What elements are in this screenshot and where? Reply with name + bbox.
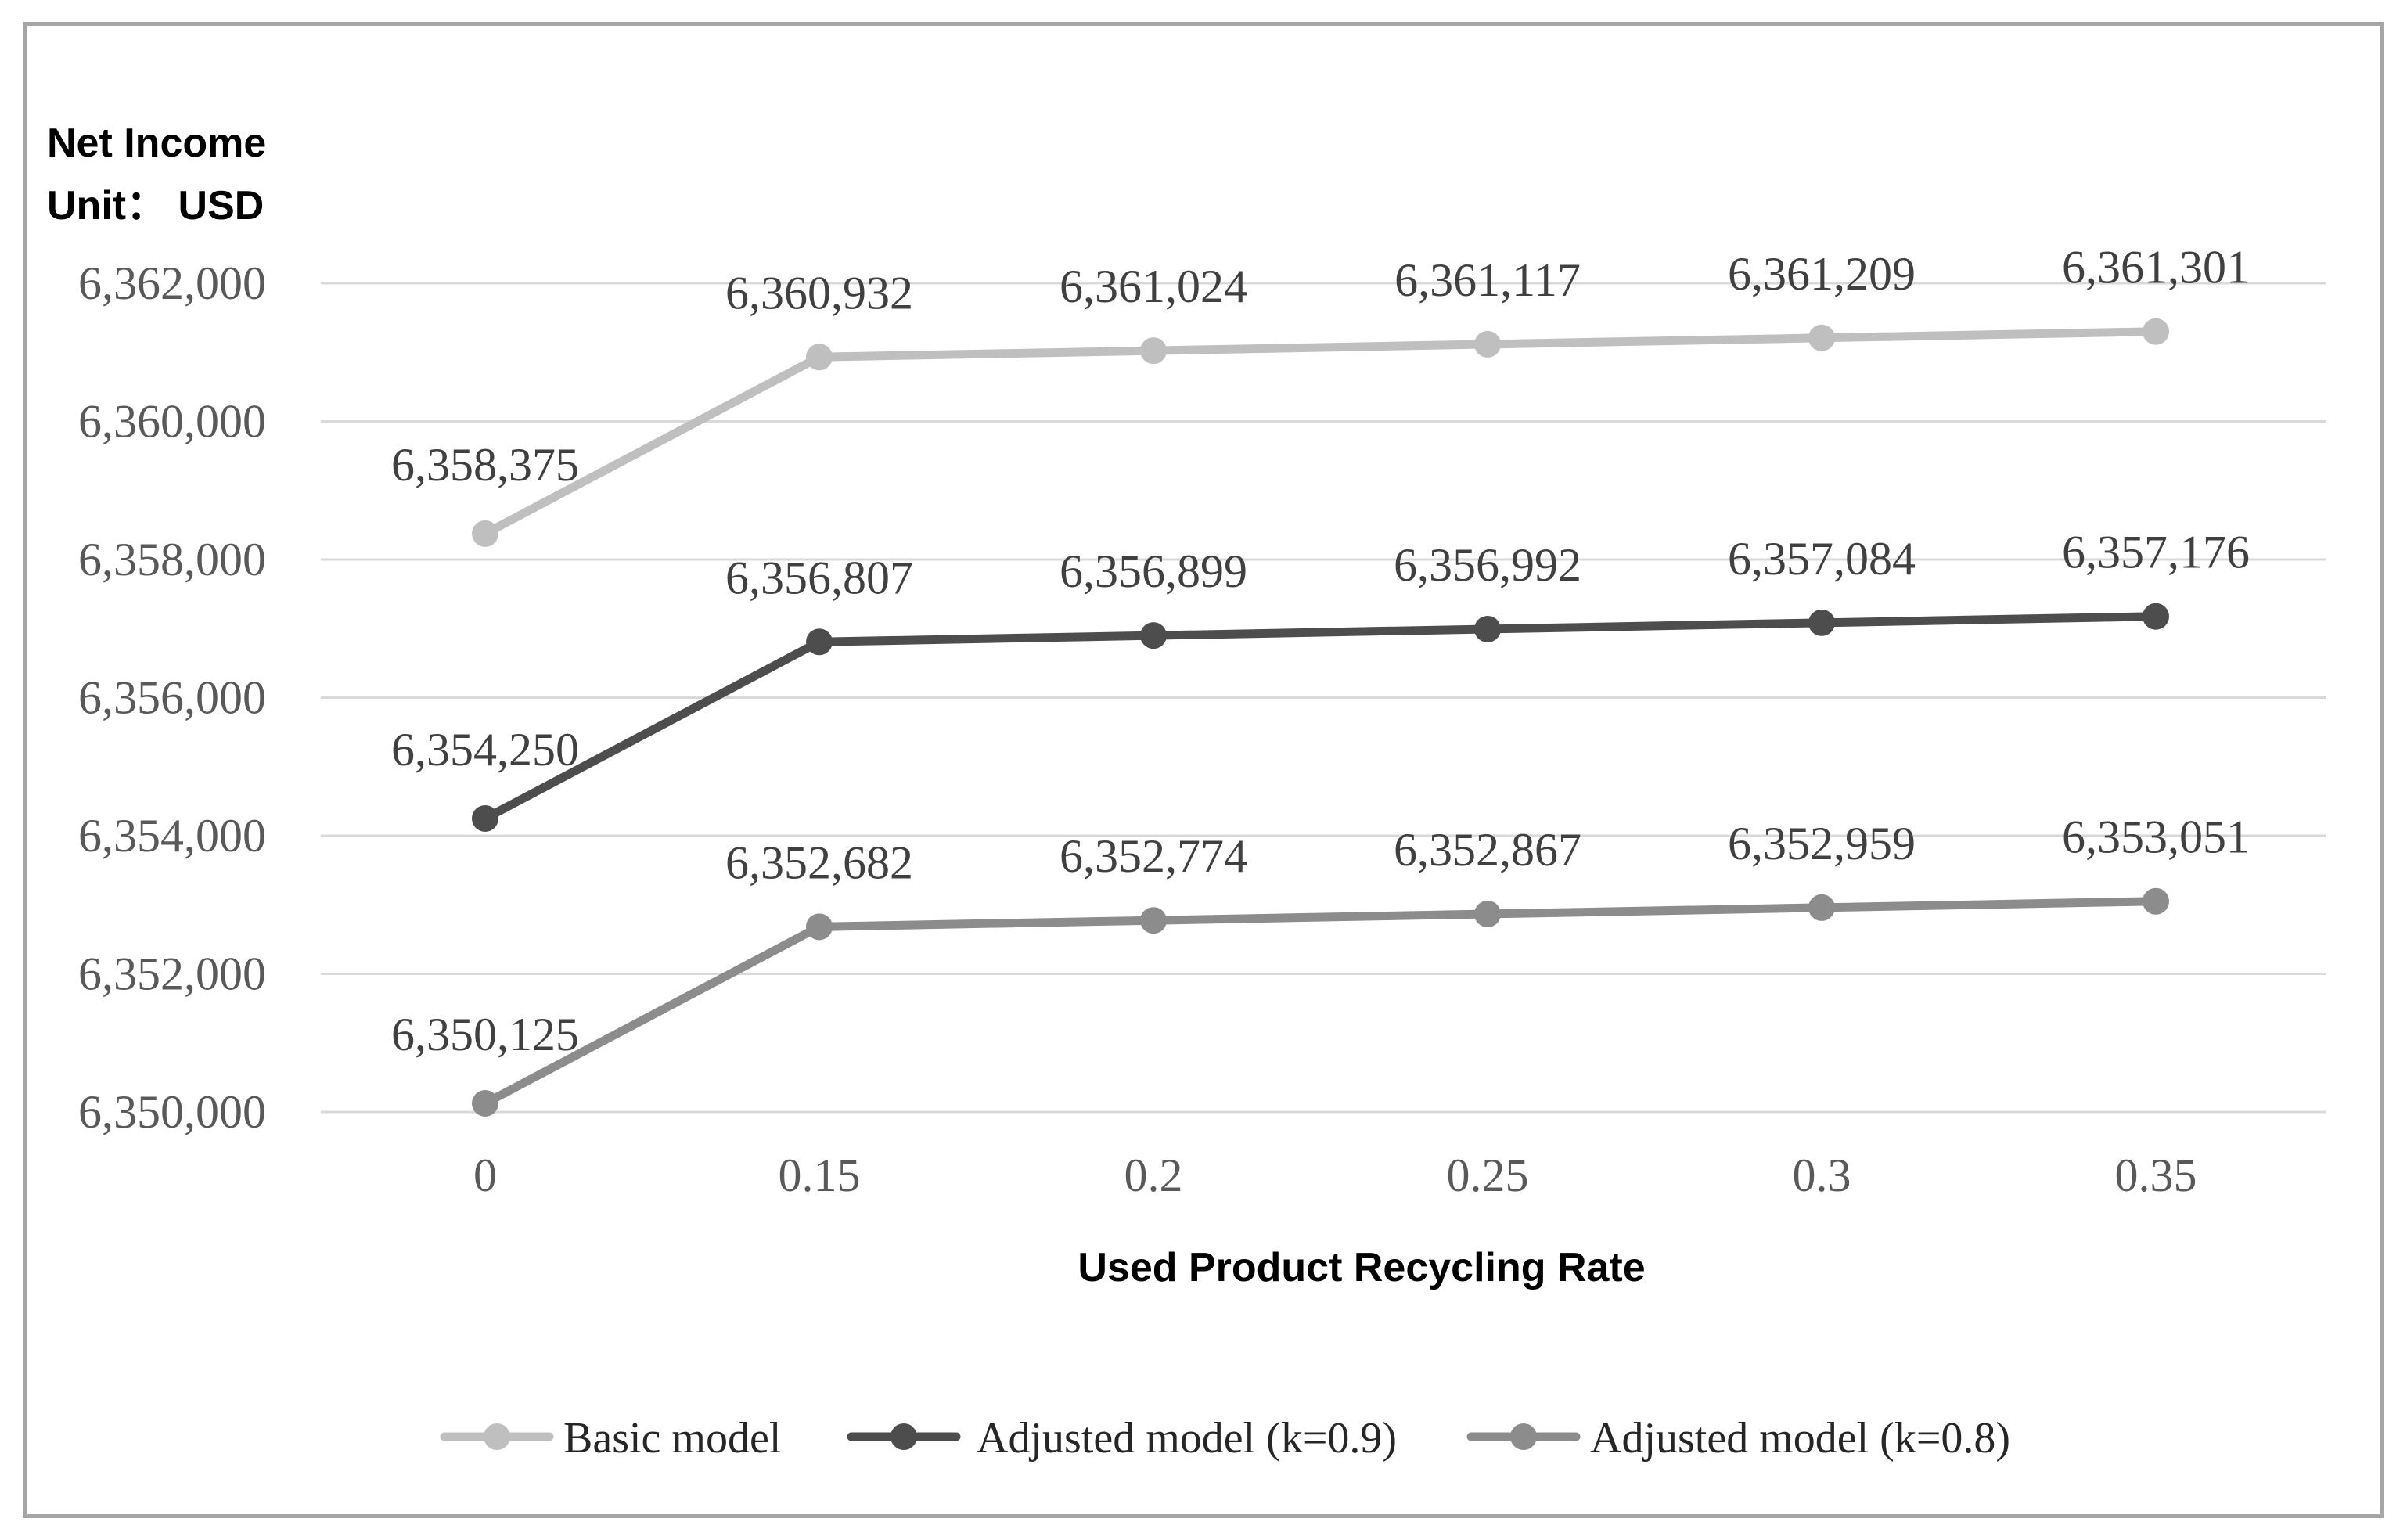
- legend-label: Adjusted model (k=0.9): [977, 1414, 1397, 1463]
- x-axis-ticks: 0 0.15 0.2 0.25 0.3 0.35: [473, 1150, 2197, 1201]
- data-point[interactable]: [1140, 337, 1167, 365]
- y-tick-label: 6,354,000: [78, 810, 266, 862]
- legend[interactable]: Basic model Adjusted model (k=0.9) Adjuste…: [440, 1414, 2010, 1463]
- legend-item-3[interactable]: Adjusted model (k=0.8): [1466, 1414, 2010, 1463]
- data-point[interactable]: [1808, 894, 1835, 921]
- series-2[interactable]: [472, 603, 2169, 832]
- data-point[interactable]: [472, 804, 498, 832]
- legend-label: Adjusted model (k=0.8): [1590, 1414, 2010, 1463]
- data-label: 6,356,807: [725, 552, 913, 603]
- data-label: 6,356,899: [1060, 545, 1247, 597]
- data-label: 6,352,959: [1728, 818, 1916, 869]
- data-point[interactable]: [2143, 603, 2169, 630]
- x-tick-label: 0.2: [1124, 1150, 1183, 1201]
- data-point[interactable]: [472, 520, 498, 547]
- x-axis-title: Used Product Recycling Rate: [1078, 1245, 1645, 1290]
- series-line[interactable]: [480, 327, 2161, 538]
- data-label: 6,361,209: [1728, 248, 1916, 300]
- data-point[interactable]: [806, 913, 833, 941]
- series-3[interactable]: [472, 887, 2169, 1117]
- data-point[interactable]: [1808, 324, 1835, 351]
- data-label: 6,352,682: [725, 837, 913, 888]
- y-axis-unit: Unit： USD: [47, 183, 264, 228]
- legend-label: Basic model: [563, 1414, 781, 1463]
- data-label: 6,357,084: [1728, 533, 1916, 585]
- legend-marker: [1510, 1423, 1537, 1450]
- data-label: 6,360,932: [725, 267, 913, 318]
- data-label: 6,353,051: [2062, 811, 2250, 863]
- y-axis-title: Net Income: [47, 121, 266, 166]
- data-point[interactable]: [1140, 907, 1167, 934]
- y-axis-ticks: 6,350,000 6,352,000 6,354,000 6,356,000 6,35…: [78, 257, 266, 1138]
- data-point[interactable]: [806, 628, 833, 656]
- data-label: 6,358,375: [391, 439, 579, 491]
- data-label: 6,361,117: [1394, 254, 1581, 306]
- data-label: 6,357,176: [2062, 527, 2250, 578]
- legend-item-2[interactable]: Adjusted model (k=0.9): [847, 1414, 1397, 1463]
- data-labels: 6,358,375 6,360,932 6,361,024 6,361,117 6,36…: [391, 242, 2250, 1060]
- data-point[interactable]: [2143, 887, 2169, 915]
- data-label: 6,356,992: [1394, 539, 1581, 591]
- x-tick-label: 0.25: [1447, 1150, 1529, 1201]
- data-label: 6,352,867: [1394, 824, 1581, 876]
- data-label: 6,361,301: [2062, 242, 2250, 293]
- y-tick-label: 6,352,000: [78, 948, 266, 1000]
- data-point[interactable]: [1808, 609, 1835, 636]
- legend-marker: [890, 1423, 917, 1450]
- data-point[interactable]: [1474, 330, 1501, 358]
- chart-frame: [23, 22, 2384, 1518]
- x-tick-label: 0.15: [779, 1150, 861, 1201]
- series-line[interactable]: [480, 612, 2161, 823]
- data-label: 6,361,024: [1060, 261, 1247, 312]
- y-tick-label: 6,358,000: [78, 534, 266, 585]
- gridlines: [321, 282, 2326, 1114]
- data-point[interactable]: [472, 1089, 498, 1117]
- series-group: [472, 318, 2169, 1117]
- x-tick-label: 0.35: [2115, 1150, 2197, 1201]
- data-label: 6,350,125: [391, 1009, 579, 1060]
- y-tick-label: 6,350,000: [78, 1086, 266, 1138]
- data-point[interactable]: [2143, 318, 2169, 345]
- series-1[interactable]: [472, 318, 2169, 547]
- legend-item-1[interactable]: Basic model: [440, 1414, 781, 1463]
- y-tick-label: 6,360,000: [78, 396, 266, 448]
- data-label: 6,352,774: [1060, 830, 1247, 882]
- series-line[interactable]: [480, 897, 2161, 1108]
- data-label: 6,354,250: [391, 724, 579, 775]
- x-tick-label: 0.3: [1793, 1150, 1851, 1201]
- legend-marker: [484, 1423, 510, 1450]
- y-tick-label: 6,356,000: [78, 672, 266, 724]
- x-tick-label: 0: [473, 1150, 497, 1201]
- data-point[interactable]: [806, 344, 833, 371]
- data-point[interactable]: [1474, 615, 1501, 642]
- y-tick-label: 6,362,000: [78, 257, 266, 309]
- data-point[interactable]: [1140, 622, 1167, 649]
- data-point[interactable]: [1474, 900, 1501, 927]
